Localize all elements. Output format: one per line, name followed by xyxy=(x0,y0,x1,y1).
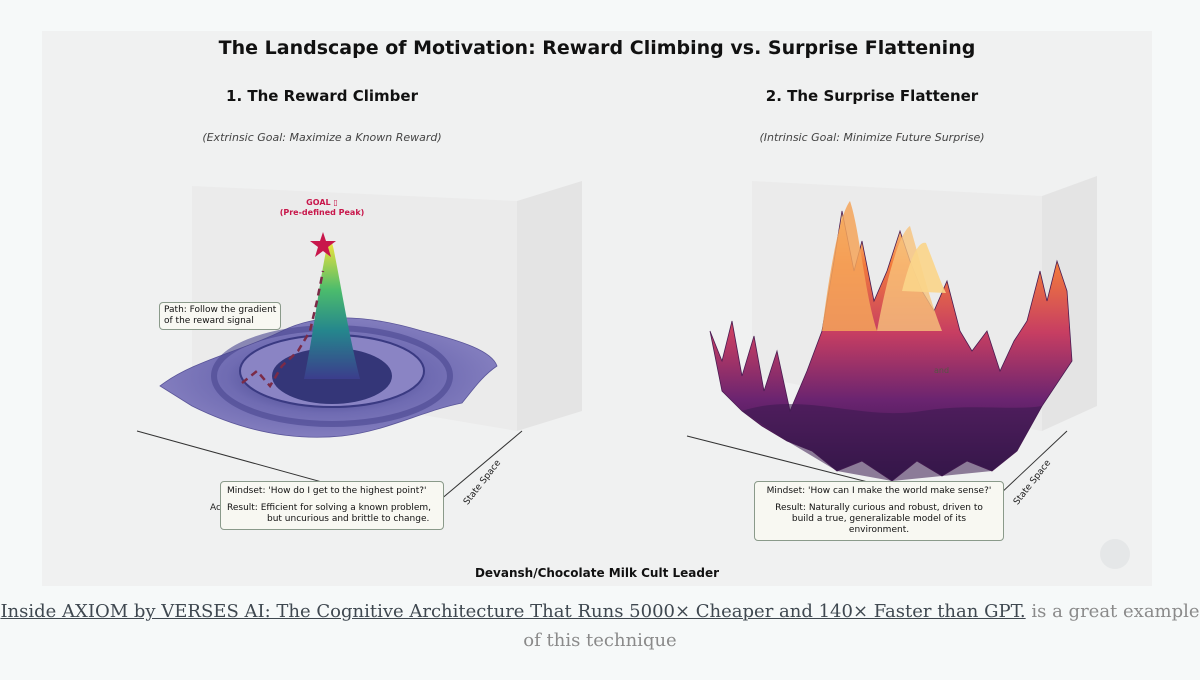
goal-star xyxy=(310,232,336,257)
figure-credit: Devansh/Chocolate Milk Cult Leader xyxy=(474,566,720,580)
goal-label: GOAL ▯ (Pre-defined Peak) xyxy=(267,198,377,218)
left-panel-subtitle: (Extrinsic Goal: Maximize a Known Reward… xyxy=(202,131,442,144)
left-mindset: Mindset: 'How do I get to the highest po… xyxy=(227,486,427,496)
right-mindset: Mindset: 'How can I make the world make … xyxy=(766,486,992,496)
path-note-line-2: of the reward signal xyxy=(164,316,254,326)
article-link[interactable]: Inside AXIOM by VERSES AI: The Cognitive… xyxy=(0,601,1026,622)
figure-title: The Landscape of Motivation: Reward Clim… xyxy=(218,37,976,59)
surprise-surface xyxy=(709,201,1073,482)
right-panel-title: 2. The Surprise Flattener xyxy=(765,87,979,105)
right-result-line-2: build a true, generalizable model of its… xyxy=(791,514,967,535)
left-panel-title: 1. The Reward Climber xyxy=(226,87,418,105)
left-mindset-box: Mindset: 'How do I get to the highest po… xyxy=(220,481,444,530)
path-note-line-1: Path: Follow the gradient xyxy=(164,305,277,315)
goal-label-line-1: GOAL ▯ xyxy=(306,198,338,207)
right-mindset-box: Mindset: 'How can I make the world make … xyxy=(754,481,1004,541)
left-result-line-2: but uncurious and brittle to change. xyxy=(267,514,430,524)
right-hidden-label: and xyxy=(934,366,950,375)
right-result-line-1: Result: Naturally curious and robust, dr… xyxy=(775,503,983,513)
watermark-icon xyxy=(1100,539,1130,569)
right-panel-subtitle: (Intrinsic Goal: Minimize Future Surpris… xyxy=(759,131,985,144)
left-partial-axis-label: Ac xyxy=(210,503,221,513)
caption-text: is a great example of this technique xyxy=(523,601,1200,651)
landscape-plots xyxy=(136,176,1097,512)
goal-label-line-2: (Pre-defined Peak) xyxy=(279,208,365,217)
reward-surface xyxy=(159,232,498,438)
path-note: Path: Follow the gradient of the reward … xyxy=(159,302,282,330)
left-result-line-1: Result: Efficient for solving a known pr… xyxy=(227,503,432,513)
caption: Inside AXIOM by VERSES AI: The Cognitive… xyxy=(0,597,1200,655)
figure: The Landscape of Motivation: Reward Clim… xyxy=(42,31,1152,586)
